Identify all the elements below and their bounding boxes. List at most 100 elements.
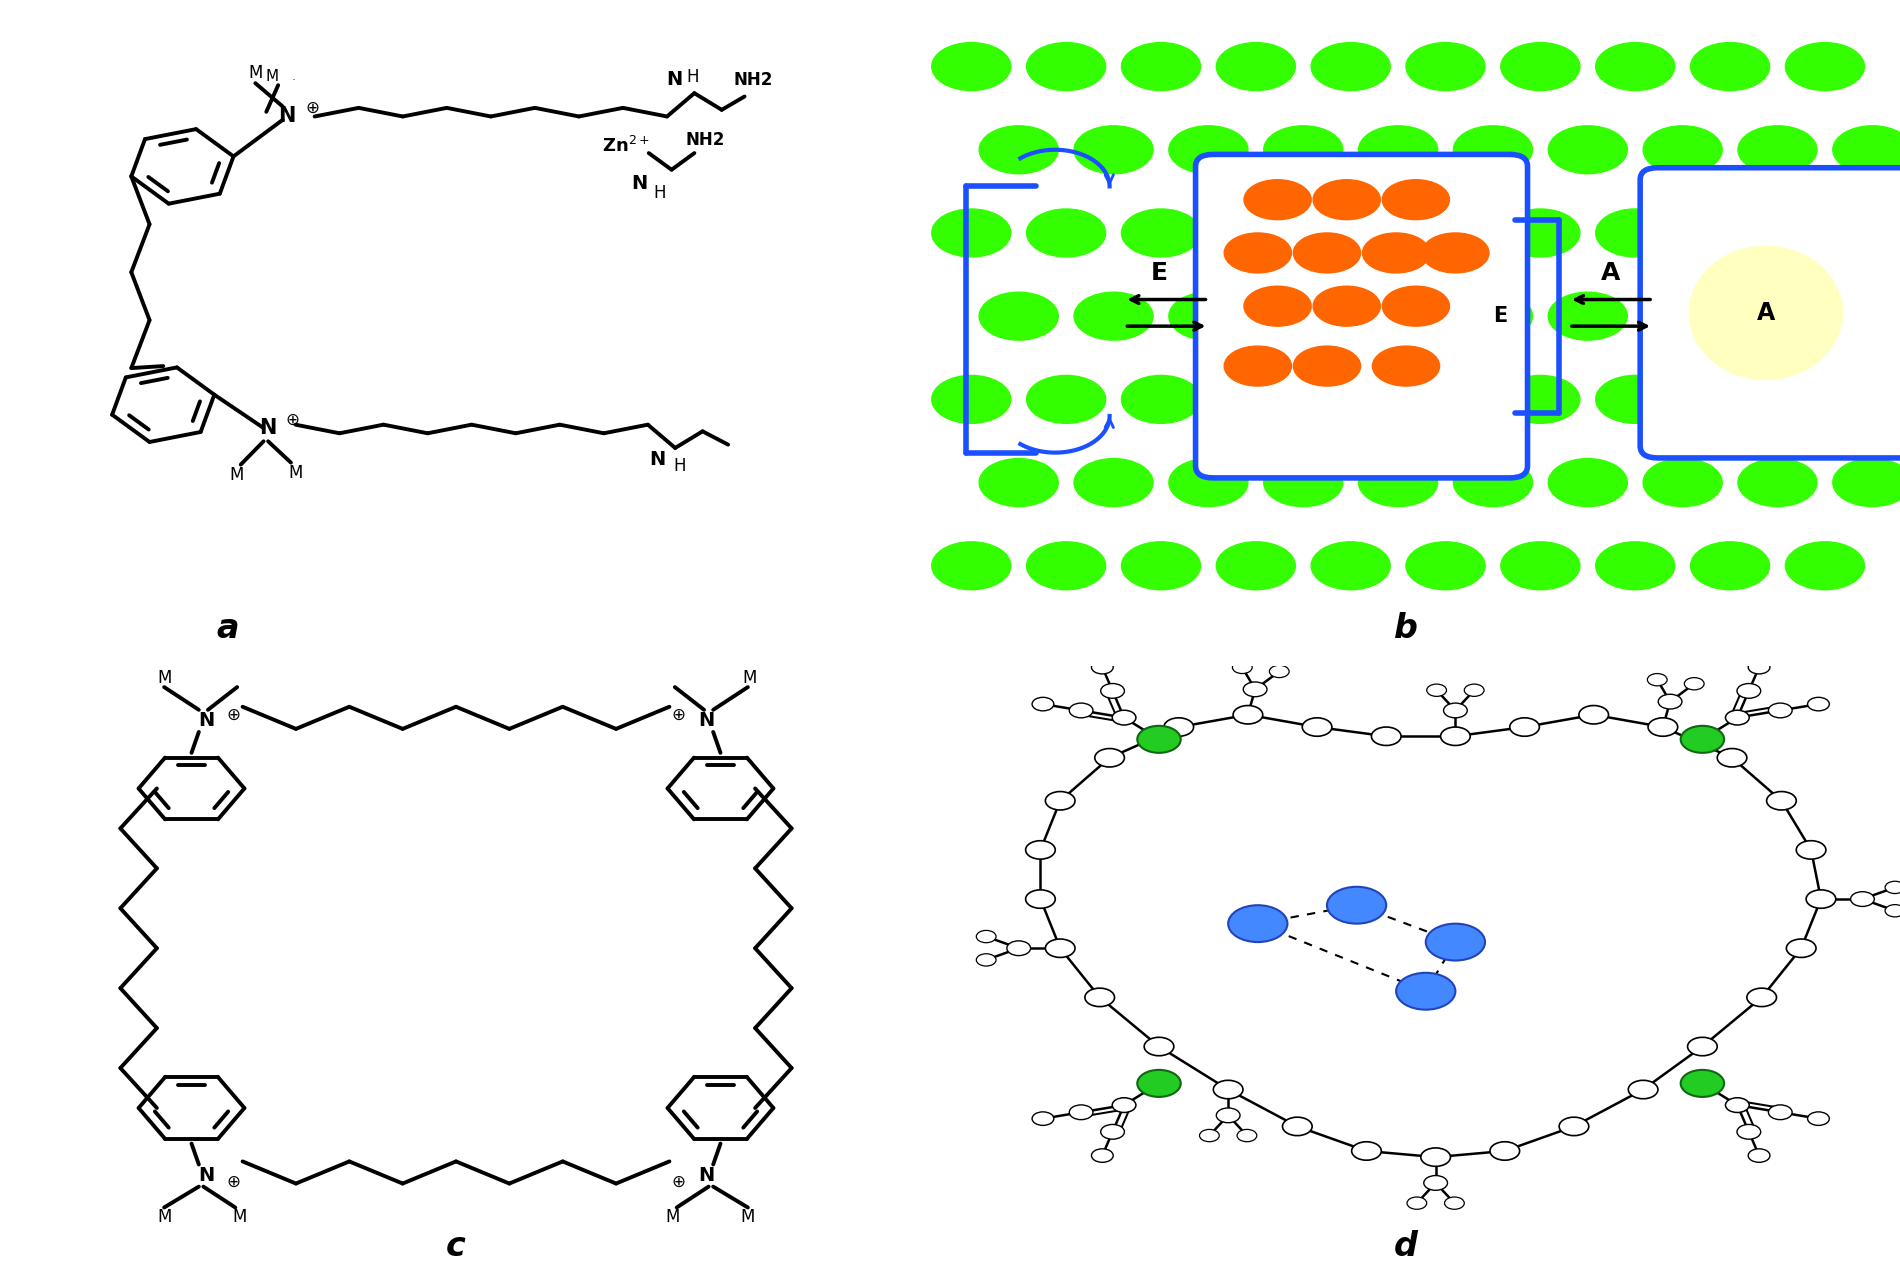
Ellipse shape	[1454, 458, 1533, 507]
Text: M: M	[741, 1208, 754, 1226]
Ellipse shape	[1294, 346, 1360, 387]
Ellipse shape	[1372, 346, 1440, 387]
Circle shape	[1216, 1108, 1241, 1123]
Text: H: H	[673, 457, 686, 475]
Ellipse shape	[1501, 42, 1581, 91]
Ellipse shape	[1294, 233, 1360, 273]
Circle shape	[1786, 940, 1816, 957]
Circle shape	[1746, 988, 1777, 1006]
Circle shape	[1465, 684, 1484, 696]
Ellipse shape	[1313, 179, 1379, 220]
Ellipse shape	[1074, 292, 1153, 340]
Circle shape	[1282, 1117, 1313, 1135]
Text: M: M	[743, 669, 756, 687]
Circle shape	[1748, 660, 1771, 673]
Ellipse shape	[1738, 292, 1816, 340]
Text: N: N	[631, 174, 648, 192]
Circle shape	[1718, 749, 1746, 767]
Circle shape	[1138, 726, 1180, 753]
Circle shape	[1045, 791, 1075, 810]
Circle shape	[1112, 710, 1136, 724]
Text: N: N	[198, 712, 215, 731]
Circle shape	[1510, 718, 1539, 736]
Circle shape	[1440, 727, 1471, 745]
Circle shape	[1807, 890, 1835, 909]
Ellipse shape	[1454, 292, 1533, 340]
Text: N: N	[279, 106, 296, 127]
Text: a: a	[217, 613, 239, 645]
Text: b: b	[1395, 613, 1417, 645]
Text: H: H	[686, 68, 699, 86]
Circle shape	[1351, 1142, 1381, 1160]
Ellipse shape	[1501, 541, 1581, 590]
Ellipse shape	[1168, 292, 1248, 340]
Text: N: N	[697, 712, 714, 731]
Circle shape	[1026, 890, 1054, 909]
Ellipse shape	[1311, 375, 1391, 424]
Ellipse shape	[1406, 375, 1486, 424]
Circle shape	[1647, 673, 1666, 686]
Ellipse shape	[1644, 292, 1721, 340]
Circle shape	[1237, 1129, 1256, 1142]
Text: E: E	[1493, 306, 1507, 326]
Text: E: E	[1151, 261, 1167, 285]
Text: A: A	[1602, 261, 1621, 285]
Ellipse shape	[1224, 233, 1292, 273]
Ellipse shape	[1216, 541, 1296, 590]
Circle shape	[1091, 1149, 1113, 1162]
Ellipse shape	[1244, 287, 1311, 326]
Ellipse shape	[1074, 125, 1153, 174]
Circle shape	[1851, 892, 1873, 906]
Ellipse shape	[1406, 209, 1486, 257]
Ellipse shape	[1596, 209, 1674, 257]
Ellipse shape	[1121, 375, 1201, 424]
Circle shape	[1144, 1037, 1174, 1056]
Ellipse shape	[1358, 458, 1438, 507]
Ellipse shape	[1596, 541, 1674, 590]
Circle shape	[1408, 1197, 1427, 1210]
Ellipse shape	[1548, 125, 1626, 174]
Circle shape	[1302, 718, 1332, 736]
Text: $\oplus$: $\oplus$	[226, 1172, 241, 1190]
Circle shape	[1748, 1149, 1771, 1162]
Ellipse shape	[931, 375, 1011, 424]
Ellipse shape	[1026, 541, 1106, 590]
Ellipse shape	[1362, 233, 1429, 273]
Circle shape	[1444, 1197, 1465, 1210]
Circle shape	[1682, 1070, 1723, 1097]
Circle shape	[1560, 1117, 1588, 1135]
Circle shape	[1070, 1105, 1092, 1120]
Circle shape	[1100, 684, 1125, 699]
Text: M: M	[289, 463, 302, 481]
Text: d: d	[1395, 1230, 1417, 1262]
Ellipse shape	[1691, 375, 1769, 424]
Text: NH2: NH2	[686, 131, 726, 148]
Text: N: N	[198, 1166, 215, 1185]
Circle shape	[977, 931, 996, 942]
Ellipse shape	[1311, 42, 1391, 91]
Circle shape	[1687, 1037, 1718, 1056]
Ellipse shape	[1311, 209, 1391, 257]
Circle shape	[1490, 1142, 1520, 1160]
Ellipse shape	[1244, 179, 1311, 220]
Ellipse shape	[1691, 541, 1769, 590]
Circle shape	[1725, 710, 1750, 724]
Circle shape	[1269, 666, 1288, 677]
Ellipse shape	[1216, 42, 1296, 91]
Ellipse shape	[1738, 458, 1816, 507]
Ellipse shape	[1691, 209, 1769, 257]
Ellipse shape	[1644, 458, 1721, 507]
Ellipse shape	[1834, 292, 1900, 340]
Ellipse shape	[931, 42, 1011, 91]
Text: A: A	[1758, 301, 1775, 325]
Ellipse shape	[978, 458, 1058, 507]
FancyBboxPatch shape	[1640, 168, 1900, 458]
Ellipse shape	[1216, 375, 1296, 424]
Text: N: N	[697, 1166, 714, 1185]
Ellipse shape	[1121, 209, 1201, 257]
Text: c: c	[446, 1230, 466, 1262]
Text: M: M	[232, 1208, 247, 1226]
Ellipse shape	[1786, 42, 1864, 91]
Ellipse shape	[931, 209, 1011, 257]
Circle shape	[1233, 705, 1264, 724]
